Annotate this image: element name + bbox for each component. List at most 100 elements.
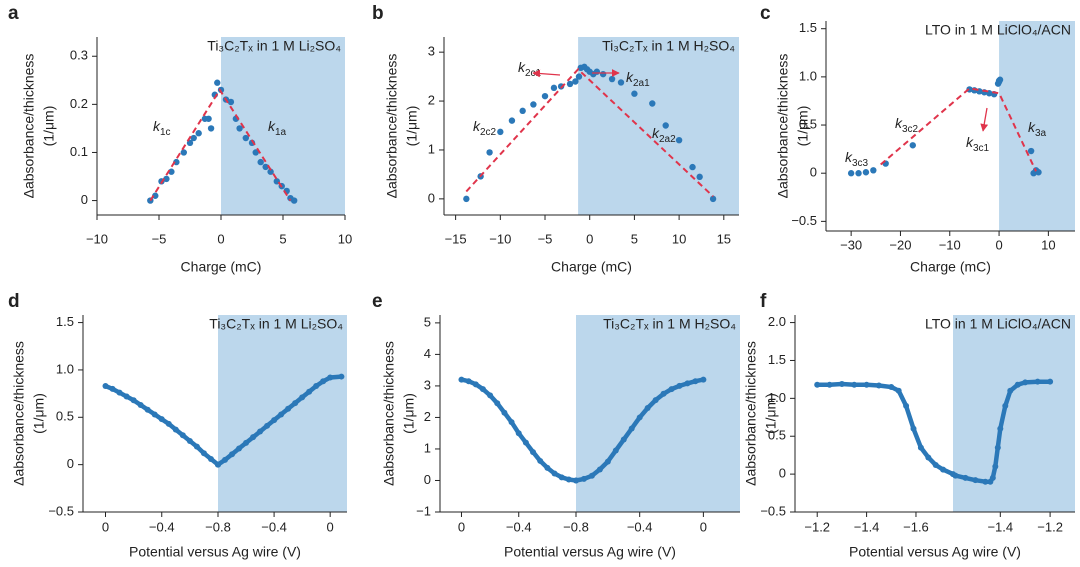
x-axis-label: Charge (mC): [551, 259, 632, 275]
x-tick-label: −0.8: [563, 519, 589, 534]
data-point: [700, 376, 707, 383]
data-point: [497, 128, 504, 136]
x-tick-label: −0.4: [506, 519, 532, 534]
annotation-sub: 2a2: [659, 134, 676, 145]
y-axis-label: Δabsorbance/thickness: [743, 341, 759, 486]
annotation: k2c2: [473, 118, 497, 138]
data-point: [290, 197, 298, 204]
annotation-base: k: [966, 134, 974, 150]
data-point: [992, 463, 999, 470]
data-point: [855, 170, 862, 177]
data-point: [519, 107, 526, 115]
data-point: [215, 461, 221, 468]
arrows: [532, 69, 989, 132]
data-point: [116, 389, 123, 396]
fit-line: [465, 67, 714, 198]
data-point: [709, 195, 717, 203]
annotation-sub: 2a1: [633, 78, 650, 89]
data-point: [299, 394, 306, 401]
data-point: [200, 450, 207, 457]
y-axis-label: (1/μm): [763, 393, 779, 434]
x-tick-label: 10: [1041, 237, 1055, 252]
y-tick-label: 0: [428, 190, 435, 205]
annotation-sub: 1a: [275, 127, 287, 138]
y-axis-label: Δabsorbance/thickness: [21, 54, 37, 199]
shaded-region: [578, 37, 739, 215]
annotation-base: k: [268, 118, 276, 134]
annotation-sub: 3c1: [973, 143, 990, 154]
data-point: [158, 416, 165, 423]
x-tick-label: −1.4: [854, 519, 880, 534]
y-tick-label: 0: [810, 165, 817, 180]
annotation: k2a2: [652, 125, 676, 145]
data-point: [271, 417, 278, 424]
annotation-base: k: [652, 125, 660, 141]
data-point: [940, 466, 947, 473]
data-point: [168, 168, 175, 175]
y-axis-label: Δabsorbance/thickness: [381, 341, 397, 486]
data-point: [668, 386, 675, 393]
annotation: k2c1: [518, 59, 542, 79]
data-point: [163, 175, 170, 183]
annotation: k1a: [268, 118, 287, 138]
y-tick-label: 1.5: [768, 352, 786, 367]
y-tick-label: 2.0: [768, 314, 786, 329]
data-point: [692, 378, 699, 385]
data-point: [838, 380, 845, 387]
y-tick-label: 0.2: [70, 96, 88, 111]
data-point: [917, 444, 924, 451]
data-point: [530, 101, 537, 108]
annotation-base: k: [1028, 119, 1036, 135]
data-point: [292, 400, 299, 407]
y-tick-label: −1: [416, 503, 431, 518]
x-tick-label: −0.4: [627, 519, 653, 534]
y-tick-label: 3: [424, 377, 431, 392]
data-point: [522, 439, 529, 446]
x-axis-label: Charge (mC): [181, 259, 262, 275]
y-tick-label: 0.3: [70, 48, 88, 63]
x-tick-label: −30: [840, 237, 862, 252]
annotation-base: k: [626, 69, 634, 85]
data-point: [541, 92, 549, 100]
x-tick-label: 0: [217, 231, 224, 246]
y-tick-label: 0.1: [70, 144, 88, 159]
data-point: [236, 445, 243, 452]
y-tick-label: 5: [424, 314, 431, 329]
data-point: [903, 402, 910, 409]
data-point: [465, 378, 472, 385]
data-point: [313, 383, 320, 390]
y-tick-label: 1: [428, 141, 435, 156]
annotation-sub: 1c: [160, 127, 171, 138]
data-point: [508, 419, 515, 426]
data-point: [660, 390, 667, 397]
x-tick-label: −5: [538, 231, 553, 246]
data-point: [252, 149, 259, 156]
x-tick-label: 0: [995, 237, 1002, 252]
y-tick-label: 0: [67, 456, 74, 471]
y-tick-label: −0.5: [791, 213, 817, 228]
data-point: [487, 392, 494, 399]
data-point: [617, 79, 625, 86]
annotation-base: k: [895, 115, 903, 131]
fit-line: [880, 87, 1037, 172]
y-axis-label: (1/μm): [795, 106, 811, 147]
data-point: [508, 117, 516, 124]
data-point: [327, 374, 334, 381]
annotation: k3a: [1028, 119, 1047, 139]
y-axis-label: (1/μm): [401, 393, 417, 434]
data-point: [676, 382, 683, 389]
x-axis-label: Potential versus Ag wire (V): [504, 544, 676, 560]
x-tick-label: 0: [586, 231, 593, 246]
x-tick-label: −1.6: [903, 519, 929, 534]
panel-letter: b: [372, 3, 384, 24]
y-tick-label: 2: [428, 92, 435, 107]
y-tick-label: 0: [424, 472, 431, 487]
data-point: [565, 476, 572, 483]
data-point: [264, 422, 271, 429]
data-point: [932, 462, 939, 469]
data-point: [222, 456, 229, 463]
data-point: [257, 158, 264, 166]
data-point: [675, 136, 683, 144]
panel-title: LTO in 1 M LiClO₄/ACN: [925, 316, 1071, 332]
